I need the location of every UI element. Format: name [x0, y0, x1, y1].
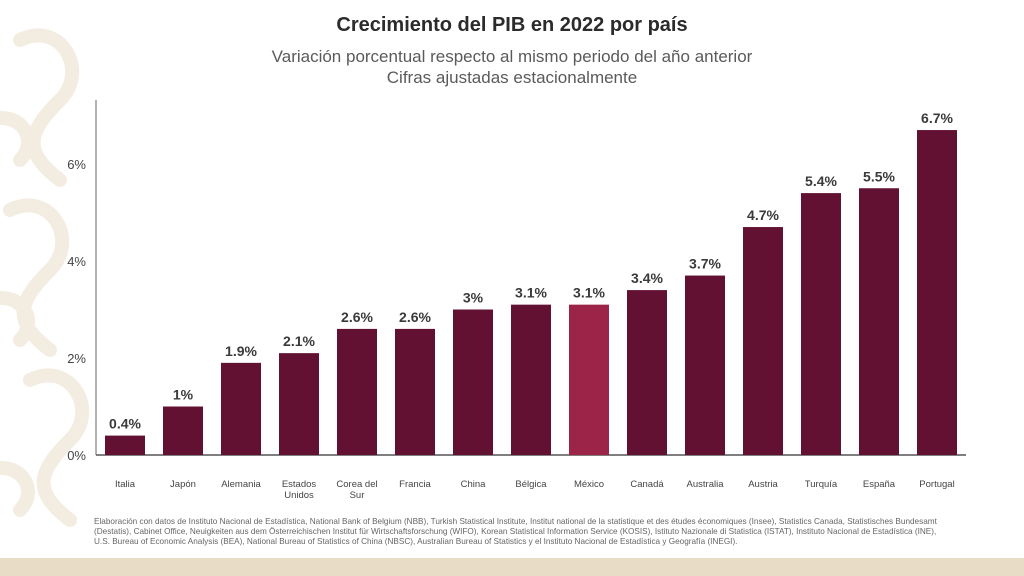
bar	[627, 290, 667, 455]
bar-chart: 0% 2% 4% 6% 0.4% Italia 1% Japón 1.9% Alemania 2.1…	[67, 100, 966, 501]
x-tick-label: Austria	[748, 479, 778, 490]
data-label: 2.6%	[341, 309, 373, 325]
bar	[105, 435, 145, 455]
x-tick-label: Canadá	[630, 479, 664, 490]
bottom-bar	[0, 558, 1024, 576]
bar	[743, 227, 783, 455]
y-tick-label: 2%	[67, 351, 86, 366]
x-tick-label: Alemania	[221, 479, 261, 490]
bar	[337, 328, 377, 455]
data-label: 5.4%	[805, 173, 837, 189]
x-tick-label: México	[574, 479, 604, 490]
chart-title: Crecimiento del PIB en 2022 por país	[336, 14, 688, 36]
data-label: 3.4%	[631, 270, 663, 286]
bar	[279, 353, 319, 455]
bar	[569, 304, 609, 455]
y-tick-label: 0%	[67, 448, 86, 463]
bar	[917, 130, 957, 456]
chart-subtitle-line1: Variación porcentual respecto al mismo p…	[271, 47, 753, 66]
x-tick-label: Bélgica	[515, 479, 547, 490]
data-label: 2.6%	[399, 309, 431, 325]
data-label: 6.7%	[921, 110, 953, 126]
bar	[221, 362, 261, 455]
x-tick-label: Turquía	[805, 479, 838, 490]
y-tick-label: 4%	[67, 254, 86, 269]
data-label: 4.7%	[747, 207, 779, 223]
x-tick-label: Australia	[687, 479, 725, 490]
x-tick-label: Francia	[399, 479, 431, 490]
x-tick-label: Portugal	[919, 479, 954, 490]
data-label: 3.1%	[515, 285, 547, 301]
x-tick-label: China	[461, 479, 487, 490]
bar	[163, 406, 203, 455]
data-label: 3.1%	[573, 285, 605, 301]
data-label: 1%	[173, 387, 194, 403]
x-tick-label: España	[863, 479, 896, 490]
data-label: 3.7%	[689, 256, 721, 272]
x-tick-label: Japón	[170, 479, 196, 490]
x-tick-label: Corea del Sur	[336, 479, 377, 501]
data-label: 1.9%	[225, 343, 257, 359]
data-label: 0.4%	[109, 416, 141, 432]
bar	[395, 328, 435, 455]
data-label: 3%	[463, 290, 484, 306]
data-label: 2.1%	[283, 333, 315, 349]
bar	[685, 275, 725, 455]
chart-subtitle-line2: Cifras ajustadas estacionalmente	[386, 68, 638, 87]
bar	[801, 193, 841, 455]
bar	[859, 188, 899, 455]
source-note: Elaboración con datos de Instituto Nacio…	[94, 517, 937, 546]
x-tick-label: Estados Unidos	[282, 479, 317, 501]
bar	[511, 304, 551, 455]
x-tick-label: Italia	[115, 479, 136, 490]
y-tick-label: 6%	[67, 157, 86, 172]
data-label: 5.5%	[863, 168, 895, 184]
bar	[453, 309, 493, 455]
